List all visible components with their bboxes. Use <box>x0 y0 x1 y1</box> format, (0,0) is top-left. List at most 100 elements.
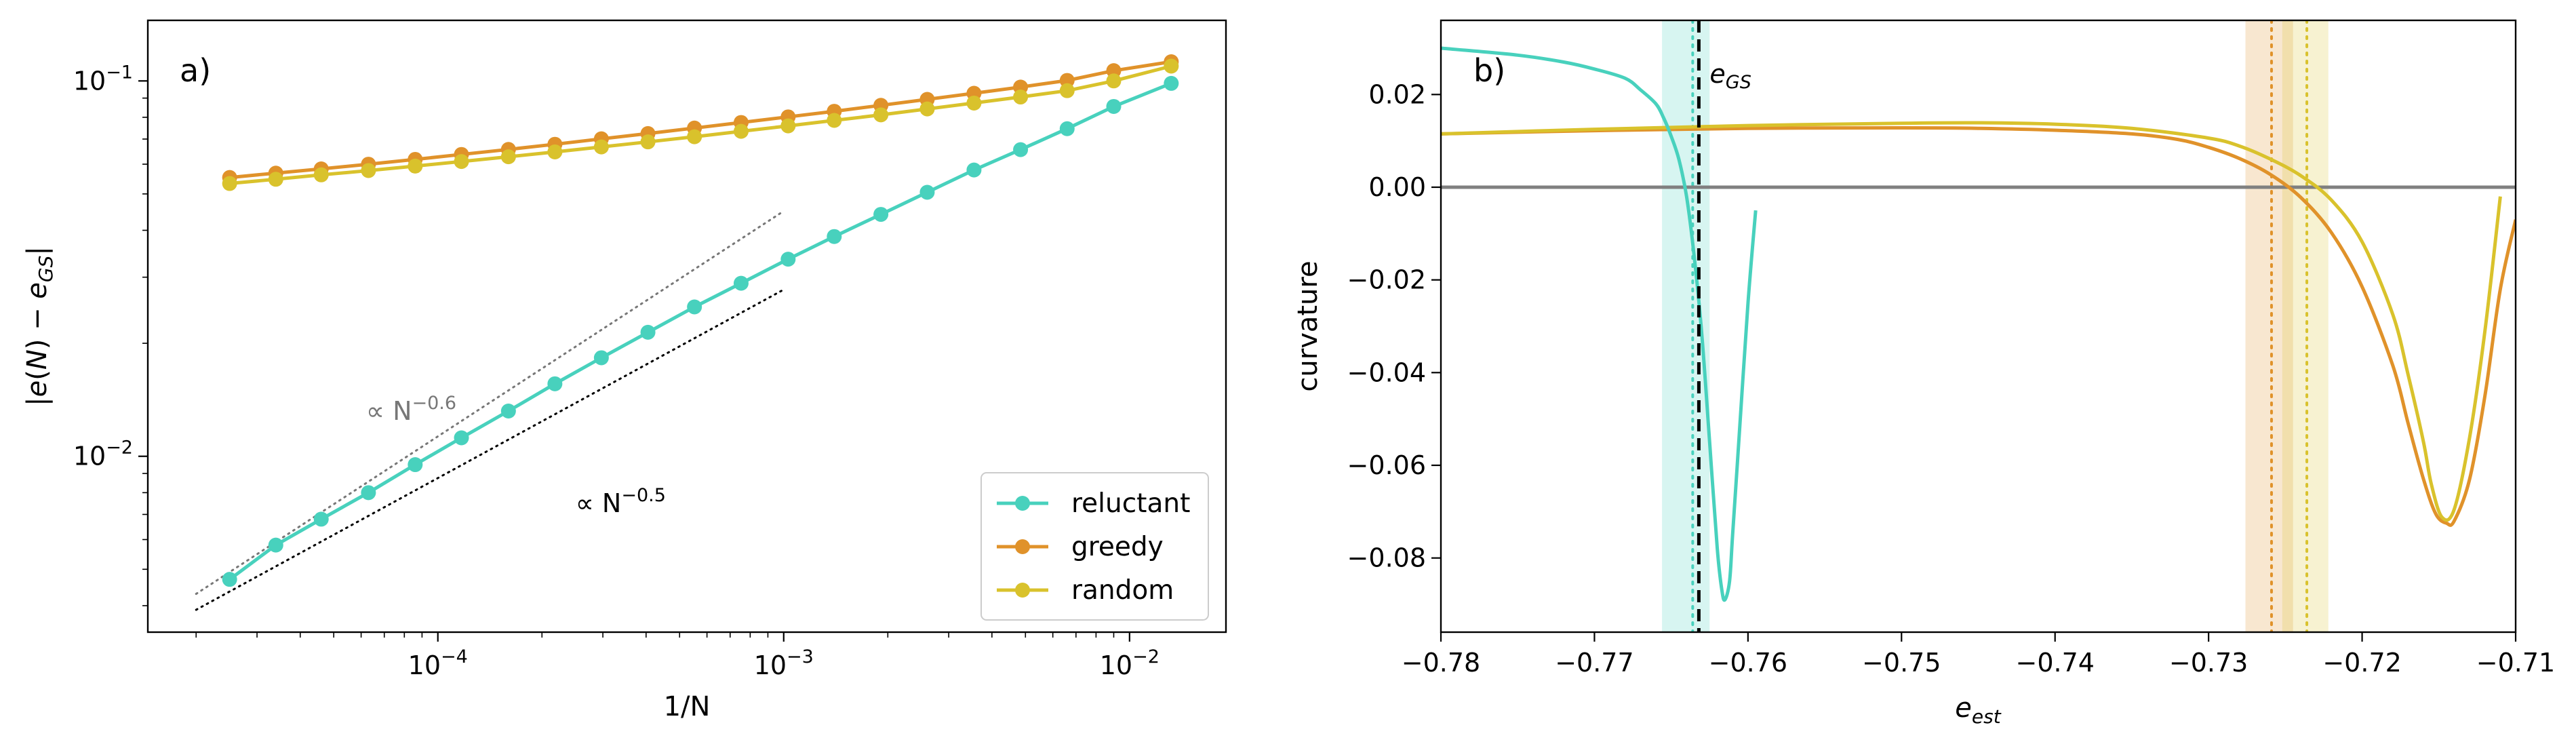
a-point-greedy <box>1106 63 1122 79</box>
legend-label-reluctant: reluctant <box>1071 488 1190 519</box>
a-point-random <box>827 113 842 128</box>
a-x-tick-exp: −4 <box>441 646 468 667</box>
a-point-reluctant <box>827 229 842 244</box>
a-point-random <box>547 144 563 159</box>
b-y-tick-label: −0.04 <box>1347 357 1426 387</box>
a-guide-label-base: ∝ N <box>366 396 412 426</box>
a-y-tick-exp: −2 <box>106 437 133 459</box>
a-point-reluctant <box>919 184 935 200</box>
b-series-line-random <box>1441 121 2502 522</box>
a-legend: reluctant greedy random <box>980 472 1209 621</box>
a-point-random <box>454 154 469 170</box>
b-y-ticks: 0.02 0.00 −0.02 −0.04 −0.06 −0.08 <box>1347 79 1441 573</box>
a-x-tick-label: 10−2 <box>1100 646 1160 680</box>
a-guide-label-2: ∝ N−0.5 <box>576 485 666 518</box>
a-point-greedy <box>1059 73 1075 88</box>
a-panel-tag: a) <box>180 52 211 89</box>
b-x-tick-label: −0.74 <box>2015 648 2094 678</box>
a-point-random <box>640 134 656 150</box>
a-point-random <box>1106 73 1122 89</box>
a-x-tick-base: 10 <box>408 650 441 680</box>
a-point-reluctant <box>593 350 609 366</box>
a-point-random <box>1059 83 1075 98</box>
b-y-tick-label: −0.02 <box>1347 265 1426 295</box>
a-y-tick-label: 10−2 <box>73 437 133 471</box>
b-x-tick-label: −0.72 <box>2322 648 2401 678</box>
a-point-random <box>593 139 609 155</box>
b-y-tick-label: 0.00 <box>1368 172 1426 202</box>
a-point-random <box>966 95 982 111</box>
a-point-reluctant <box>408 457 423 473</box>
a-point-random <box>313 167 329 182</box>
panel-a: 10−4 10−3 10−2 10−210−1 ∝ N−0.6∝ N−0.5 a) … <box>22 19 1227 722</box>
a-point-reluctant <box>966 162 982 178</box>
a-guide-label-base: ∝ N <box>576 488 622 518</box>
a-guide-label-exp: −0.6 <box>412 393 457 414</box>
a-point-reluctant <box>873 207 889 222</box>
a-guide-label-exp: −0.5 <box>621 485 666 506</box>
a-plot-frame <box>146 19 1227 634</box>
a-point-random <box>687 129 702 144</box>
a-point-random <box>1164 58 1179 74</box>
legend-marker-random <box>1015 583 1030 598</box>
b-series-line-greedy <box>1441 126 2516 527</box>
a-point-random <box>268 172 283 187</box>
a-point-random <box>222 176 237 191</box>
a-x-tick-exp: −3 <box>787 646 814 667</box>
a-y-tick-base: 10 <box>73 66 106 96</box>
legend-label-greedy: greedy <box>1071 532 1164 562</box>
a-point-random <box>780 118 796 134</box>
b-band-3 <box>2282 20 2329 632</box>
a-guide-label-1: ∝ N−0.6 <box>366 393 456 426</box>
a-x-tick-base: 10 <box>754 650 787 680</box>
a-y-ticks: 10−210−1 <box>73 62 148 606</box>
b-x-ticks: −0.78 −0.77 −0.76 −0.75 −0.74 −0.73 −0.72 −0.71 <box>1402 632 2555 678</box>
a-y-tick-base: 10 <box>73 442 106 471</box>
legend-label-random: random <box>1071 575 1174 606</box>
a-x-tick-base: 10 <box>1100 650 1132 680</box>
b-y-axis-label: curvature <box>1292 260 1324 391</box>
a-point-random <box>408 158 423 174</box>
a-x-ticks: 10−4 10−3 10−2 <box>195 632 1160 680</box>
a-guide-line-2 <box>195 288 785 611</box>
a-point-random <box>1013 90 1029 105</box>
a-x-axis-label: 1/N <box>664 691 711 722</box>
a-y-tick-exp: −1 <box>106 62 133 83</box>
a-x-tick-label: 10−4 <box>408 646 468 680</box>
a-point-reluctant <box>687 299 702 315</box>
legend-marker-reluctant <box>1015 496 1030 511</box>
a-point-reluctant <box>640 324 656 340</box>
a-x-tick-exp: −2 <box>1132 646 1160 667</box>
a-point-random <box>873 107 889 123</box>
a-y-tick-label: 10−1 <box>73 62 133 96</box>
b-x-tick-label: −0.78 <box>1402 648 1480 678</box>
a-point-reluctant <box>222 572 237 587</box>
a-legend-frame <box>980 472 1209 621</box>
a-point-random <box>733 123 749 139</box>
a-point-reluctant <box>361 485 376 501</box>
b-x-tick-label: −0.73 <box>2169 648 2248 678</box>
a-point-reluctant <box>1164 75 1179 91</box>
a-guide-line-1 <box>195 210 785 596</box>
a-point-reluctant <box>780 252 796 267</box>
b-x-tick-label: −0.77 <box>1555 648 1633 678</box>
b-x-tick-label: −0.75 <box>1862 648 1941 678</box>
a-point-random <box>361 163 376 178</box>
b-x-tick-label: −0.71 <box>2476 648 2555 678</box>
b-x-axis-label: eest <box>1955 693 2001 728</box>
b-y-tick-label: −0.08 <box>1347 543 1426 573</box>
a-point-reluctant <box>500 403 516 418</box>
b-panel-tag: b) <box>1473 52 1505 89</box>
b-y-tick-label: 0.02 <box>1368 79 1426 109</box>
a-legend-items: reluctant greedy random <box>997 488 1190 606</box>
b-x-tick-label: −0.76 <box>1709 648 1787 678</box>
a-point-random <box>500 149 516 165</box>
b-plot-frame <box>1440 19 2517 634</box>
a-point-reluctant <box>454 430 469 446</box>
a-point-reluctant <box>547 376 563 391</box>
a-point-reluctant <box>1106 98 1122 114</box>
legend-marker-greedy <box>1015 539 1030 554</box>
a-point-reluctant <box>733 275 749 291</box>
